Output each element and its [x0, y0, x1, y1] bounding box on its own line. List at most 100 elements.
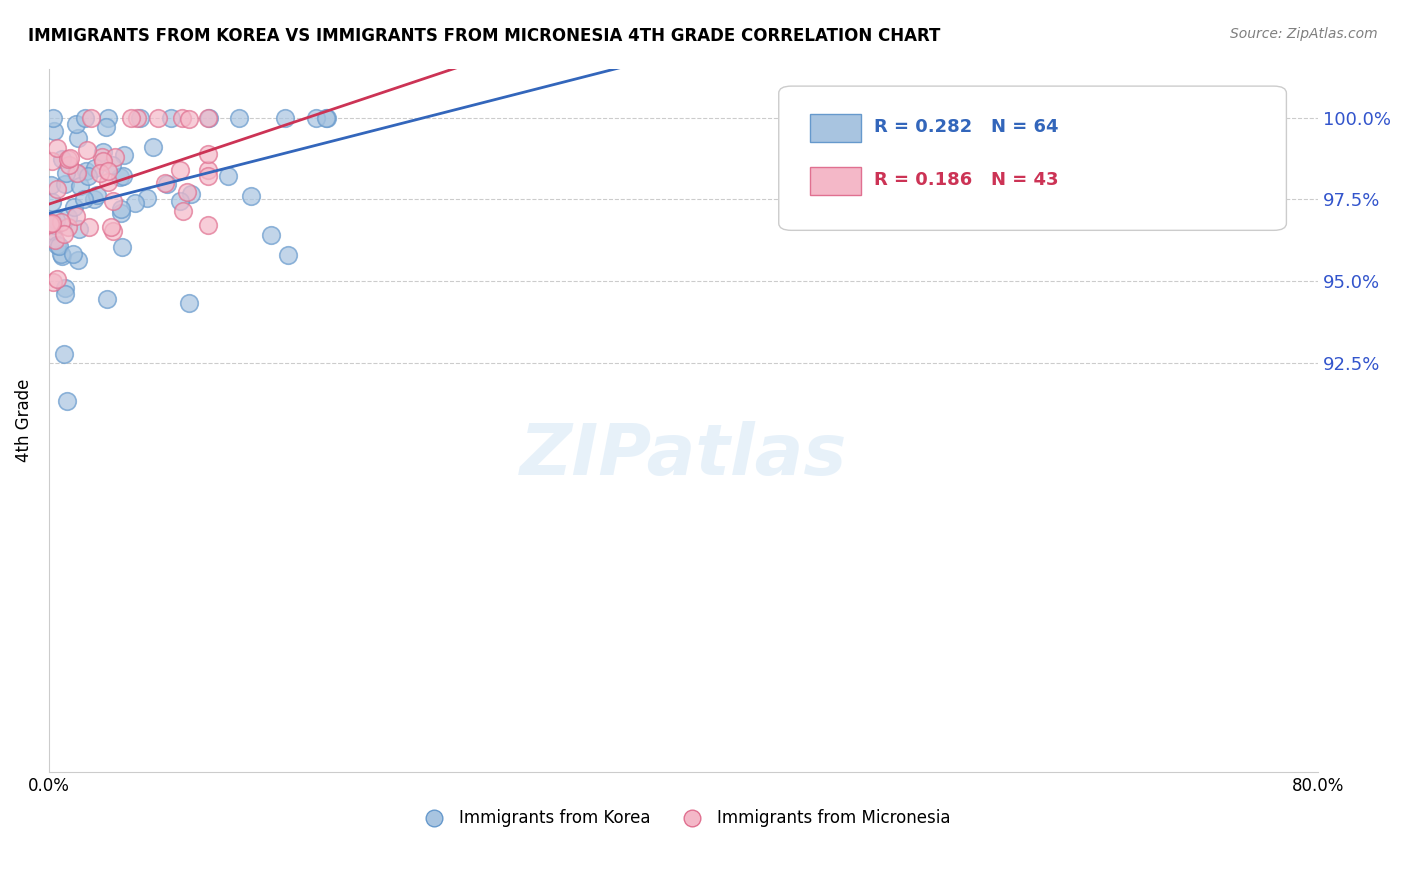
Point	[41, 194, 63, 209]
Point	[160, 111, 183, 125]
Point	[104, 150, 127, 164]
Point	[83, 192, 105, 206]
Point	[197, 169, 219, 183]
Point	[260, 228, 283, 243]
Legend: Immigrants from Korea, Immigrants from Micronesia: Immigrants from Korea, Immigrants from M…	[411, 803, 957, 834]
Point	[197, 162, 219, 177]
Point	[135, 191, 157, 205]
Point	[53, 280, 76, 294]
Point	[177, 112, 200, 127]
Point	[75, 163, 97, 178]
Point	[55, 166, 77, 180]
Point	[65, 166, 87, 180]
Point	[240, 189, 263, 203]
Point	[59, 151, 82, 165]
Point	[55, 394, 77, 409]
Point	[76, 144, 98, 158]
Point	[111, 239, 134, 253]
Text: R = 0.186   N = 43: R = 0.186 N = 43	[875, 170, 1059, 189]
Point	[177, 296, 200, 310]
Point	[100, 219, 122, 234]
Point	[51, 215, 73, 229]
Point	[63, 200, 86, 214]
Point	[42, 224, 65, 238]
Point	[45, 271, 67, 285]
Point	[65, 118, 87, 132]
Point	[77, 220, 100, 235]
Point	[146, 111, 169, 125]
Point	[65, 210, 87, 224]
Point	[124, 196, 146, 211]
Y-axis label: 4th Grade: 4th Grade	[15, 378, 32, 462]
Point	[56, 210, 79, 224]
Point	[46, 238, 69, 252]
Point	[39, 178, 62, 192]
Point	[89, 166, 111, 180]
Point	[53, 287, 76, 301]
Point	[56, 219, 79, 234]
Point	[56, 152, 79, 166]
Point	[277, 248, 299, 262]
Point	[66, 166, 89, 180]
Point	[41, 215, 63, 229]
Point	[66, 253, 89, 268]
Point	[112, 148, 135, 162]
Point	[120, 111, 142, 125]
Point	[52, 227, 75, 241]
Point	[62, 247, 84, 261]
Point	[228, 111, 250, 125]
Point	[77, 169, 100, 184]
Point	[172, 111, 194, 125]
Point	[274, 111, 297, 125]
Point	[172, 203, 194, 218]
Point	[96, 120, 118, 135]
Point	[97, 111, 120, 125]
Point	[97, 163, 120, 178]
Point	[41, 111, 63, 125]
Point	[156, 178, 179, 192]
Point	[197, 147, 219, 161]
Point	[86, 188, 108, 202]
Point	[305, 111, 328, 125]
Point	[108, 170, 131, 185]
Point	[101, 224, 124, 238]
Point	[180, 187, 202, 202]
Point	[38, 216, 60, 230]
Point	[69, 178, 91, 193]
Point	[45, 212, 67, 227]
Point	[129, 111, 152, 125]
Point	[46, 181, 69, 195]
Point	[66, 131, 89, 145]
Point	[44, 218, 66, 232]
Bar	[810, 167, 862, 195]
Text: ZIPatlas: ZIPatlas	[520, 421, 848, 490]
Point	[73, 192, 96, 206]
Point	[197, 218, 219, 232]
Point	[53, 178, 76, 192]
Point	[80, 111, 103, 125]
Text: R = 0.282   N = 64: R = 0.282 N = 64	[875, 118, 1059, 136]
Point	[112, 169, 135, 183]
Point	[315, 111, 337, 125]
Point	[58, 158, 80, 172]
Point	[176, 186, 198, 200]
Point	[91, 145, 114, 159]
Point	[42, 276, 65, 290]
Text: IMMIGRANTS FROM KOREA VS IMMIGRANTS FROM MICRONESIA 4TH GRADE CORRELATION CHART: IMMIGRANTS FROM KOREA VS IMMIGRANTS FROM…	[28, 27, 941, 45]
Point	[38, 218, 60, 232]
Point	[48, 239, 70, 253]
Point	[44, 233, 66, 247]
Point	[197, 111, 219, 125]
Point	[217, 169, 239, 184]
Point	[91, 151, 114, 165]
Point	[100, 158, 122, 172]
Point	[110, 202, 132, 217]
Point	[315, 111, 337, 125]
Point	[45, 140, 67, 154]
Point	[52, 347, 75, 361]
Point	[49, 247, 72, 261]
Point	[169, 162, 191, 177]
Text: Source: ZipAtlas.com: Source: ZipAtlas.com	[1230, 27, 1378, 41]
Point	[155, 177, 177, 191]
Point	[96, 292, 118, 306]
